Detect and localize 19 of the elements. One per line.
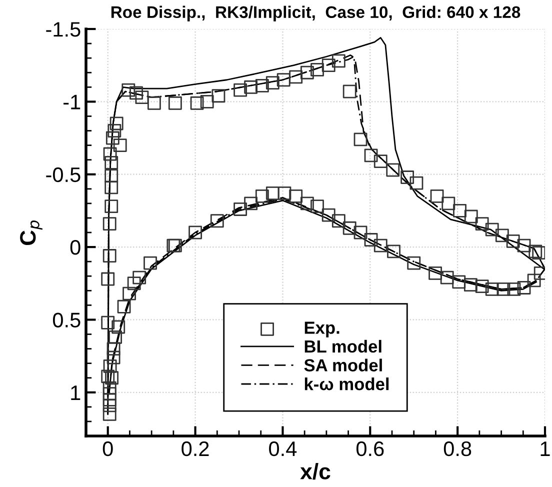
y-tick-label: -0.5 [46,167,80,182]
y-tick-label: 1 [71,386,80,400]
y-tick-label: 0 [70,240,80,255]
legend-label: Exp. [304,322,340,338]
legend-label: BL model [304,340,382,353]
legend-label: SA model [304,358,382,372]
y-tick-label: -1.5 [46,22,80,37]
x-tick-label: 1 [540,442,550,456]
x-tick-label: 0.2 [182,441,209,456]
y-tick-label: 0.5 [52,312,80,328]
legend-label: k-ω model [304,377,389,390]
y-axis-title: C$_{p}$ [20,220,42,246]
x-axis-title: x/c [300,463,330,480]
x-tick-label: 0 [102,441,113,456]
x-tick-label: 0.4 [269,441,297,456]
x-tick-label: 0.8 [444,441,472,456]
x-tick-label: 0.6 [356,441,384,456]
chart-title: Roe Dissip., RK3/Implicit, Case 10, Grid: 640 x 128 [111,6,520,22]
y-tick-label: -1 [64,94,80,110]
